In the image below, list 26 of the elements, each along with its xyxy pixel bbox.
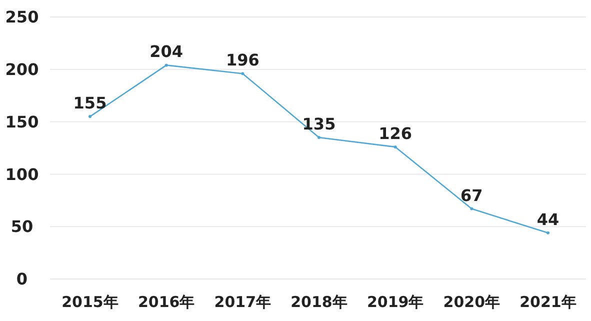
y-tick-label: 150: [5, 112, 39, 132]
x-tick-label: 2018年: [290, 293, 348, 311]
y-tick-label: 0: [16, 270, 28, 289]
data-label: 135: [302, 114, 336, 134]
x-tick-label: 2016年: [138, 293, 195, 311]
x-tick-label: 2017年: [214, 293, 272, 311]
point: [470, 207, 474, 210]
y-tick-label: 100: [5, 164, 39, 184]
point: [164, 64, 168, 67]
point: [546, 231, 550, 234]
data-label: 155: [73, 94, 107, 113]
y-tick-label: 200: [5, 60, 39, 79]
x-tick-label: 2015年: [62, 293, 118, 311]
point: [88, 115, 92, 118]
point: [394, 145, 397, 148]
y-tick-label: 250: [5, 8, 39, 27]
x-tick-label: 2021年: [520, 293, 576, 311]
x-tick-label: 2020年: [443, 293, 500, 311]
point: [241, 72, 244, 76]
data-label: 44: [536, 210, 560, 229]
data-label: 67: [460, 186, 483, 205]
data-label: 196: [226, 50, 260, 70]
x-tick-label: 2019年: [366, 293, 424, 311]
data-label: 126: [378, 124, 412, 143]
data-label: 204: [150, 42, 184, 62]
y-tick-label: 50: [10, 217, 34, 236]
